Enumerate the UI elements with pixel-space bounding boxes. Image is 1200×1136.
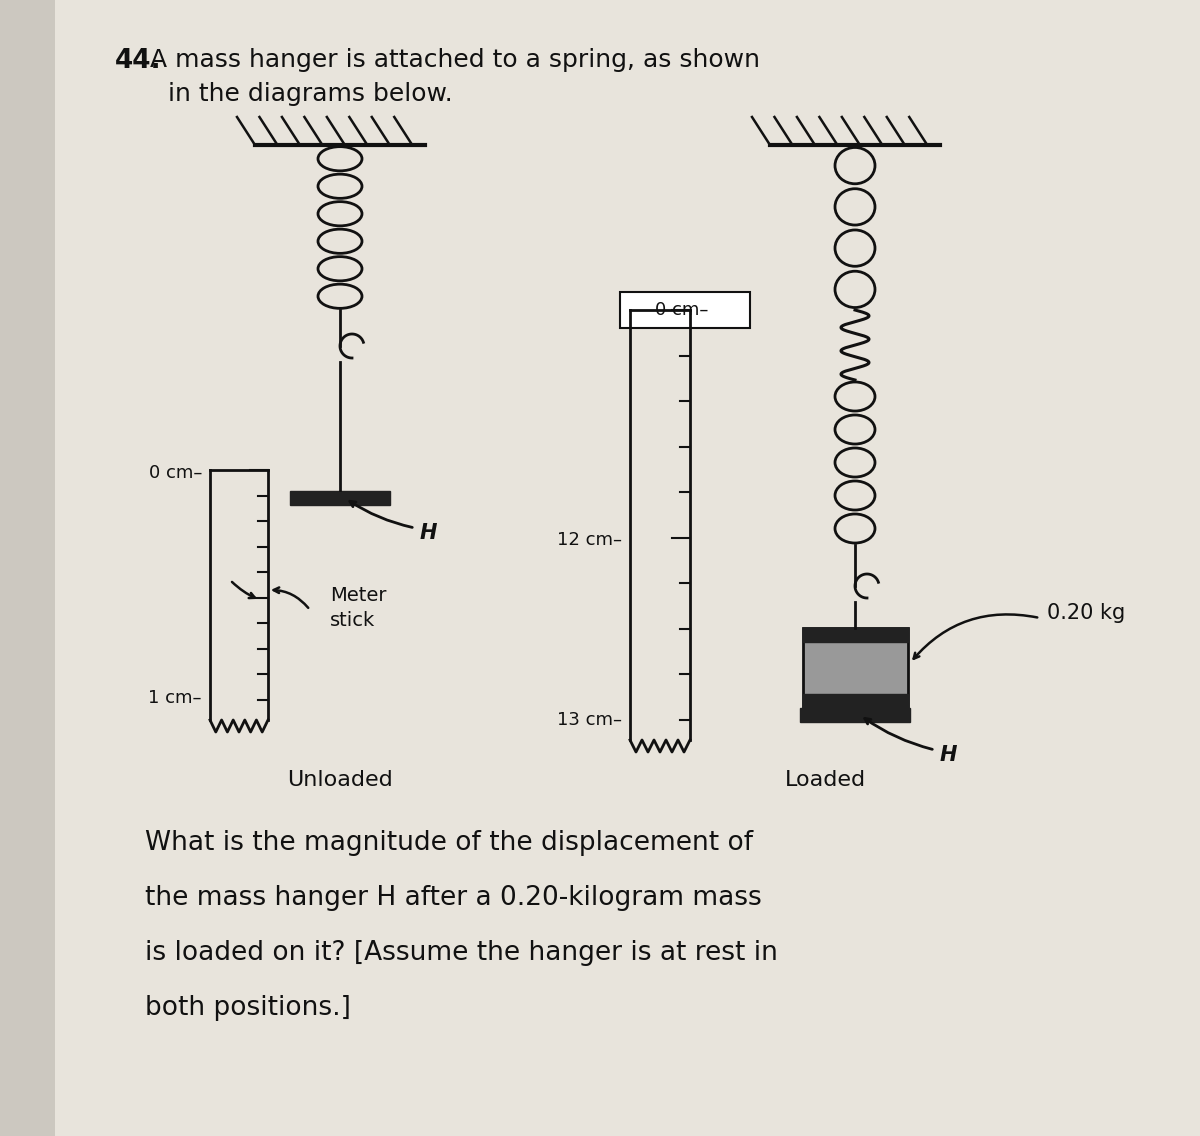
Text: What is the magnitude of the displacement of: What is the magnitude of the displacemen… — [145, 830, 754, 857]
Text: H: H — [420, 523, 438, 543]
Text: the mass hanger H after a 0.20-kilogram mass: the mass hanger H after a 0.20-kilogram … — [145, 885, 762, 911]
Text: 12 cm–: 12 cm– — [557, 531, 622, 549]
Text: 44.: 44. — [115, 48, 162, 74]
Text: 1 cm–: 1 cm– — [149, 690, 202, 707]
Text: 13 cm–: 13 cm– — [557, 711, 622, 729]
Bar — [620, 292, 750, 328]
Bar — [800, 708, 910, 722]
Bar — [803, 628, 908, 642]
Text: Unloaded: Unloaded — [287, 770, 392, 790]
Text: H: H — [940, 745, 958, 765]
Text: is loaded on it? [Assume the hanger is at rest in: is loaded on it? [Assume the hanger is a… — [145, 939, 778, 966]
Bar — [803, 628, 908, 708]
Text: stick: stick — [330, 611, 376, 630]
Bar — [803, 694, 908, 708]
Text: A mass hanger is attached to a spring, as shown: A mass hanger is attached to a spring, a… — [150, 48, 760, 72]
Text: both positions.]: both positions.] — [145, 995, 350, 1021]
Text: in the diagrams below.: in the diagrams below. — [168, 82, 452, 106]
Text: 0 cm–: 0 cm– — [149, 463, 202, 482]
Text: Meter: Meter — [330, 586, 386, 605]
Text: 0.20 kg: 0.20 kg — [1046, 603, 1126, 623]
Text: 0 cm–: 0 cm– — [655, 301, 709, 319]
Text: Loaded: Loaded — [785, 770, 865, 790]
Bar — [290, 491, 390, 506]
